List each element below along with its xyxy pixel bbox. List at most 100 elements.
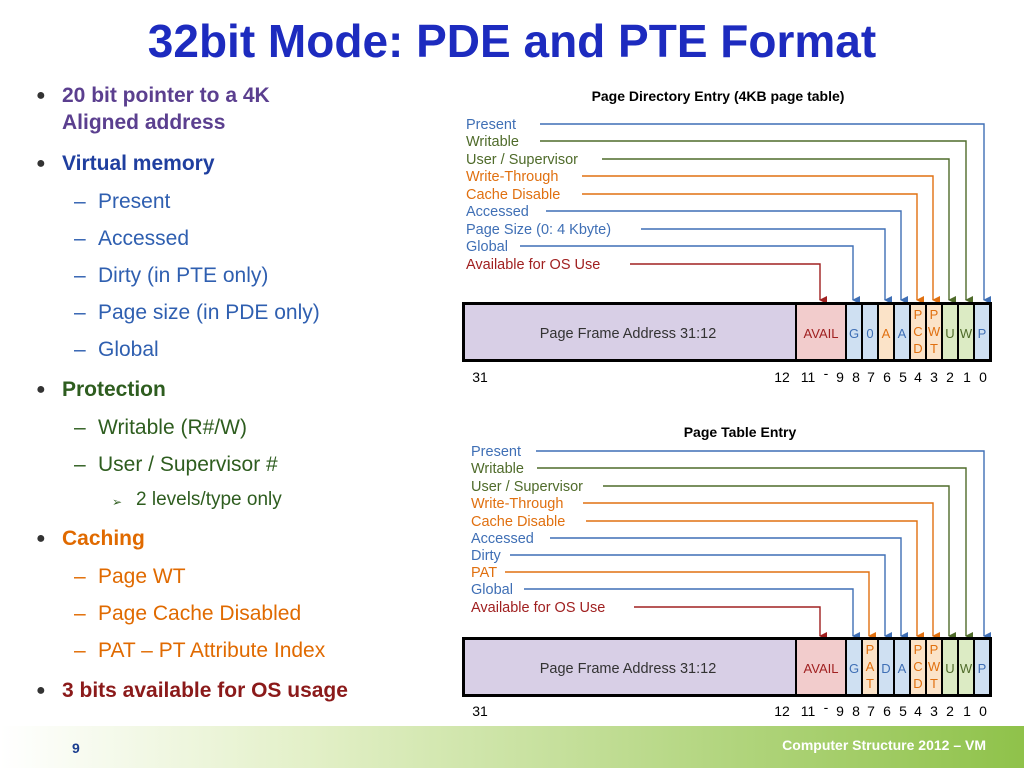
vertical-letter: W xyxy=(928,659,941,674)
vertical-letter: P xyxy=(914,307,923,322)
pte-line-dirty xyxy=(510,554,892,640)
pte-field-p xyxy=(975,640,989,694)
pde-label-present: Present xyxy=(466,117,516,133)
pte-line-pat xyxy=(505,571,876,640)
sub-bullet: – Page size (in PDE only) xyxy=(74,301,320,324)
bullet-virtual-memory: ● Virtual memory xyxy=(30,150,430,177)
pte-bit-numbers: 31 12 11-9 8 7 6 5 4 3 2 1 0 xyxy=(472,699,987,719)
sub-bullet-text: Page size (in PDE only) xyxy=(98,301,320,324)
pde-field-w xyxy=(959,305,973,359)
pde-label-accessed: Accessed xyxy=(466,204,529,220)
pde-label-user-supervisor: User / Supervisor xyxy=(466,152,578,168)
pte-field-a xyxy=(895,640,909,694)
pte-frame-label: Page Frame Address 31:12 xyxy=(540,661,717,677)
pte-label-user-supervisor: User / Supervisor xyxy=(471,479,583,495)
bit-number: 2 xyxy=(946,703,954,719)
bit-number: 7 xyxy=(867,369,875,385)
sub-bullet: – Page Cache Disabled xyxy=(74,602,302,625)
pte-field-pcd-label: PCD xyxy=(913,642,922,691)
sub-bullet-text: User / Supervisor # xyxy=(98,453,278,476)
bullet-pointer-line2: Aligned address xyxy=(62,111,226,134)
pde-line-wt xyxy=(582,175,940,304)
bit-number: 9 xyxy=(836,369,844,385)
sub-sub-bullet-text: 2 levels/type only xyxy=(136,489,282,510)
sub-bullet-text: Dirty (in PTE only) xyxy=(98,264,269,287)
pte-field-d-label: D xyxy=(881,661,890,676)
vertical-letter: P xyxy=(930,307,939,322)
pde-field-pcd xyxy=(911,305,925,359)
pte-label-pat: PAT xyxy=(471,565,497,581)
bit-number: 12 xyxy=(774,369,790,385)
bit-number: 11 xyxy=(801,369,816,385)
pde-field-u xyxy=(943,305,957,359)
bit-number: 31 xyxy=(472,703,488,719)
pte-line-avail xyxy=(634,606,827,640)
bit-number: 8 xyxy=(852,703,860,719)
pde-frame-box xyxy=(465,305,795,359)
vertical-letter: T xyxy=(866,676,874,691)
bit-number: 1 xyxy=(963,369,971,385)
bullet-pointer-line1: 20 bit pointer to a 4K xyxy=(62,84,270,107)
bullet-protection: ● Protection xyxy=(30,376,430,403)
pte-field-u-label: U xyxy=(945,661,954,676)
bit-number: - xyxy=(824,365,829,381)
sub-bullet: – Accessed xyxy=(74,227,190,250)
pde-field-g xyxy=(847,305,861,359)
bit-number: 3 xyxy=(930,369,938,385)
sub-bullet: – Writable (R#/W) xyxy=(74,416,247,439)
bit-number: 7 xyxy=(867,703,875,719)
pde-field-pwt-label: PWT xyxy=(928,307,941,356)
pde-line-avail xyxy=(630,263,827,304)
bit-number: 2 xyxy=(946,369,954,385)
pde-field-u-label: U xyxy=(945,326,954,341)
pte-label-avail: Available for OS Use xyxy=(471,600,605,616)
sub-bullet: – Global xyxy=(74,338,159,361)
pde-field-pcd-label: PCD xyxy=(913,307,922,356)
bullet-vm-label: Virtual memory xyxy=(62,152,215,175)
pte-field-avail-label: AVAIL xyxy=(804,661,839,676)
vertical-letter: D xyxy=(913,341,922,356)
pde-line-user xyxy=(602,158,956,304)
bit-number: 12 xyxy=(774,703,790,719)
pde-label-global: Global xyxy=(466,239,508,255)
arrow-bullet-icon: ➢ xyxy=(112,495,123,509)
sub-sub-bullet: ➢ 2 levels/type only xyxy=(30,483,430,517)
bit-number: 4 xyxy=(914,703,922,719)
pde-bit-numbers: 31 12 11-9 8 7 6 5 4 3 2 1 0 xyxy=(472,365,987,385)
pde-label-cache-disable: Cache Disable xyxy=(466,187,560,203)
bit-number: - xyxy=(824,699,829,715)
bit-number: 5 xyxy=(899,369,907,385)
pte-line-writable xyxy=(537,467,973,640)
pte-line-user xyxy=(603,485,956,640)
pte-field-a-label: A xyxy=(898,661,907,676)
pte-line-present xyxy=(536,450,991,640)
pde-field-a-orange xyxy=(879,305,893,359)
pde-title: Page Directory Entry (4KB page table) xyxy=(592,88,845,104)
sub-bullet: – Present xyxy=(74,190,171,213)
pte-field-g-label: G xyxy=(849,661,859,676)
pte-label-dirty: Dirty xyxy=(471,548,502,564)
pde-line-accessed xyxy=(546,210,908,304)
pde-field-p-label: P xyxy=(978,326,987,341)
slide-title: 32bit Mode: PDE and PTE Format xyxy=(147,15,877,67)
sub-bullet-text: Global xyxy=(98,338,159,361)
pte-field-p-label: P xyxy=(978,661,987,676)
bit-number: 6 xyxy=(883,369,891,385)
pde-line-pagesize xyxy=(641,228,892,304)
pde-field-pwt xyxy=(927,305,941,359)
vertical-letter: C xyxy=(913,659,922,674)
pde-label-avail: Available for OS Use xyxy=(466,257,600,273)
footer-text: Computer Structure 2012 – VM xyxy=(782,737,986,753)
bullet-list: ● 20 bit pointer to a 4K Aligned address… xyxy=(30,82,430,710)
pde-field-a-label: A xyxy=(882,326,891,341)
pde-field-0-label: 0 xyxy=(866,326,873,341)
bit-number: 11 xyxy=(801,703,816,719)
vertical-letter: P xyxy=(930,642,939,657)
bit-number: 0 xyxy=(979,369,987,385)
bullet-caching-label: Caching xyxy=(62,527,145,550)
pte-field-pwt xyxy=(927,640,941,694)
bullet-pointer: ● 20 bit pointer to a 4K Aligned address xyxy=(30,82,430,136)
page-number: 9 xyxy=(72,740,80,756)
pde-label-write-through: Write-Through xyxy=(466,169,558,185)
pde-field-0 xyxy=(863,305,877,359)
